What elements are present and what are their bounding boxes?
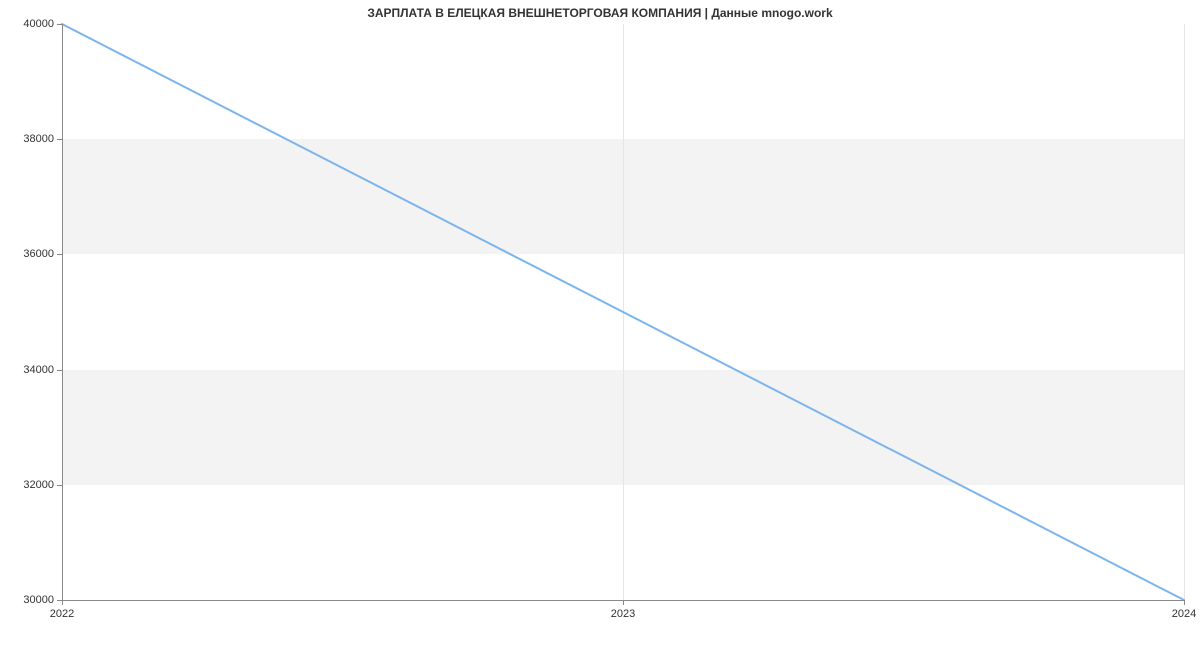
y-tick-label: 38000 (23, 133, 62, 145)
chart-gridline-v (1184, 24, 1185, 600)
y-tick-label: 30000 (23, 594, 62, 606)
y-tick-label: 40000 (23, 18, 62, 30)
y-tick-label: 34000 (23, 364, 62, 376)
x-tick-label: 2023 (611, 600, 635, 620)
chart-container: ЗАРПЛАТА В ЕЛЕЦКАЯ ВНЕШНЕТОРГОВАЯ КОМПАН… (0, 0, 1200, 650)
y-tick-label: 36000 (23, 248, 62, 260)
x-axis-line (62, 600, 1184, 601)
x-tick-label: 2024 (1172, 600, 1196, 620)
chart-plot-area: 2022202320243000032000340003600038000400… (62, 24, 1184, 600)
chart-title: ЗАРПЛАТА В ЕЛЕЦКАЯ ВНЕШНЕТОРГОВАЯ КОМПАН… (0, 6, 1200, 20)
y-axis-line (62, 24, 63, 600)
chart-line-layer (62, 24, 1184, 600)
y-tick-label: 32000 (23, 479, 62, 491)
series-line-salary (62, 24, 1184, 600)
